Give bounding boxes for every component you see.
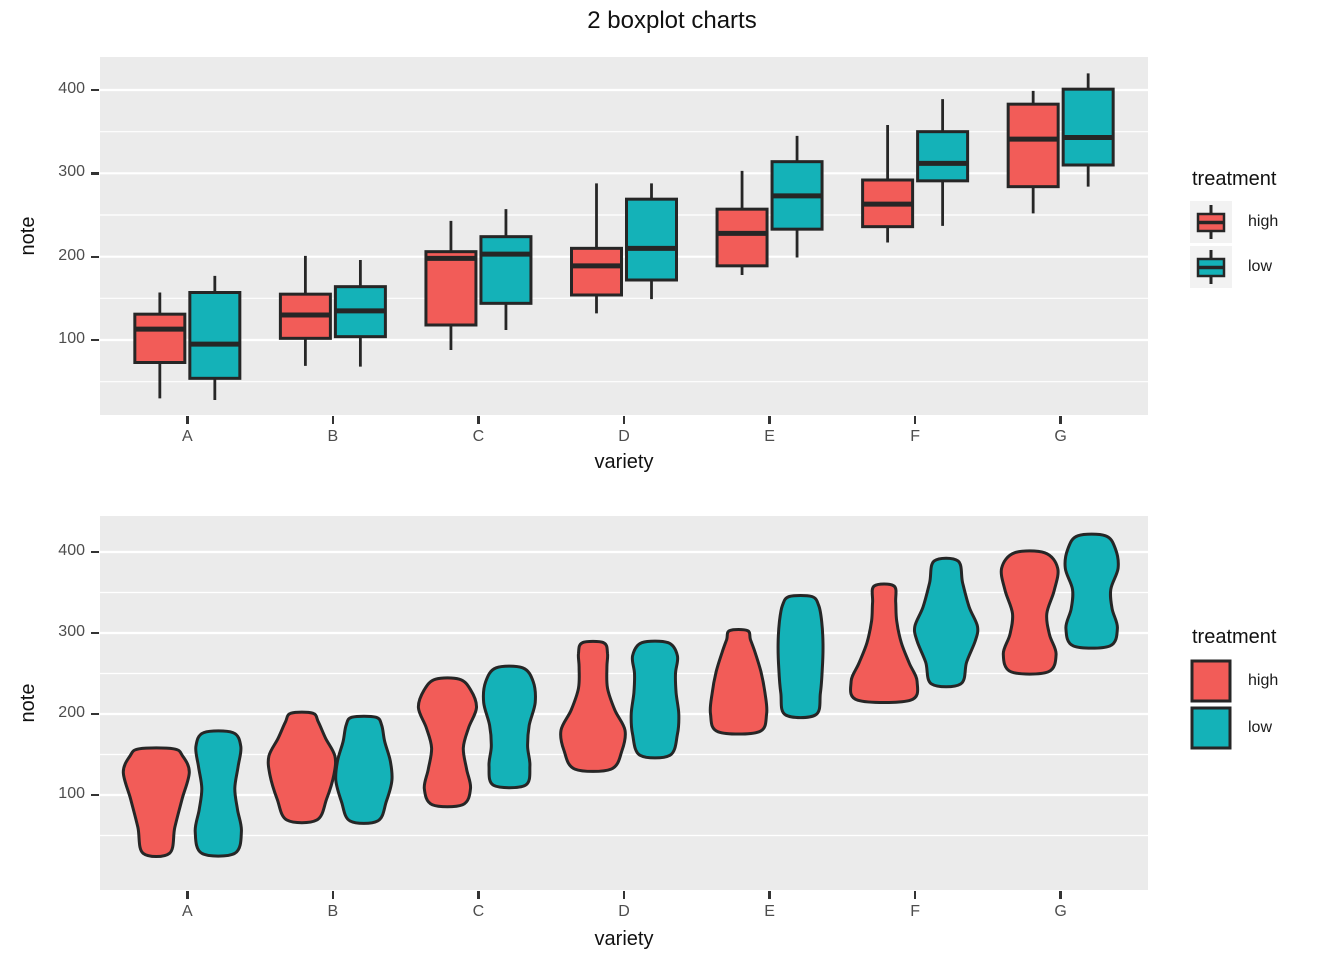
boxplot-key-high-icon bbox=[1190, 201, 1232, 243]
legend-treatment-top: treatment high low bbox=[1190, 168, 1278, 291]
y-tick-mark bbox=[91, 632, 99, 635]
x-tick-label: E bbox=[764, 903, 775, 920]
y-tick-label: 400 bbox=[58, 80, 85, 97]
x-axis-title-bottom: variety bbox=[594, 928, 654, 950]
y-tick-mark bbox=[91, 794, 99, 797]
box-F-high bbox=[861, 125, 915, 243]
x-tick-mark bbox=[913, 416, 917, 424]
box-D-high bbox=[570, 183, 623, 314]
violin-E-low bbox=[776, 593, 825, 720]
x-tick-mark bbox=[477, 891, 480, 899]
violin-B-low bbox=[334, 714, 394, 825]
box-A-low bbox=[188, 275, 242, 400]
violin-F-high bbox=[848, 582, 920, 705]
x-axis-title-top: variety bbox=[594, 451, 654, 473]
x-tick-mark bbox=[622, 891, 626, 899]
x-tick-label: B bbox=[327, 428, 339, 445]
y-tick-mark bbox=[91, 551, 99, 554]
violin-C-high bbox=[416, 676, 479, 809]
legend-item-high: high bbox=[1190, 659, 1278, 703]
x-tick-mark bbox=[477, 416, 480, 424]
x-tick-label: F bbox=[910, 903, 920, 920]
violin-panel bbox=[100, 516, 1148, 890]
x-tick-mark bbox=[622, 416, 626, 424]
chart-title: 2 boxplot charts bbox=[587, 7, 757, 34]
violin-key-low-icon bbox=[1190, 706, 1232, 750]
y-tick-mark bbox=[91, 89, 99, 92]
box-E-low bbox=[770, 135, 824, 258]
x-tick-label: D bbox=[618, 903, 630, 920]
y-tick-mark bbox=[91, 713, 99, 716]
box-B-low bbox=[333, 260, 387, 367]
legend-label-high: high bbox=[1248, 213, 1279, 230]
legend-item-high: high bbox=[1190, 201, 1278, 243]
y-tick-label: 300 bbox=[58, 623, 85, 640]
panel-background bbox=[100, 57, 1148, 415]
legend-label-high: high bbox=[1248, 672, 1279, 689]
x-tick-label: C bbox=[472, 903, 485, 920]
y-tick-label: 100 bbox=[58, 785, 85, 802]
x-tick-mark bbox=[1059, 891, 1062, 899]
x-tick-label: D bbox=[618, 428, 630, 445]
x-tick-label: G bbox=[1054, 428, 1067, 445]
x-tick-label: G bbox=[1054, 903, 1067, 920]
y-tick-label: 200 bbox=[58, 704, 85, 721]
x-tick-mark bbox=[768, 891, 771, 899]
x-tick-label: B bbox=[327, 903, 339, 920]
legend-item-low: low bbox=[1190, 706, 1278, 750]
boxplot-panel bbox=[100, 57, 1148, 415]
x-tick-mark bbox=[1059, 416, 1062, 424]
x-tick-mark bbox=[186, 891, 189, 899]
violin-A-high bbox=[121, 746, 191, 859]
box-F-low bbox=[916, 99, 970, 226]
x-tick-label: F bbox=[910, 428, 920, 445]
x-tick-mark bbox=[331, 891, 335, 899]
y-tick-mark bbox=[91, 255, 99, 259]
legend-treatment-bottom: treatment high low bbox=[1190, 626, 1278, 753]
panel-background bbox=[100, 516, 1148, 890]
y-tick-label: 100 bbox=[58, 330, 85, 347]
legend-label-low: low bbox=[1248, 258, 1273, 275]
legend-label-low: low bbox=[1248, 719, 1273, 736]
box-B-high bbox=[278, 255, 332, 366]
violin-E-high bbox=[708, 627, 769, 736]
x-tick-mark bbox=[186, 416, 189, 424]
box-E-high bbox=[715, 170, 769, 275]
legend-title: treatment bbox=[1192, 626, 1277, 648]
violin-F-low bbox=[912, 556, 980, 689]
x-tick-mark bbox=[768, 416, 771, 424]
legend-item-low: low bbox=[1190, 246, 1278, 288]
y-tick-mark bbox=[91, 339, 99, 342]
boxplot-key-low-icon bbox=[1190, 246, 1232, 288]
violin-D-low bbox=[629, 639, 681, 760]
violin-A-low bbox=[193, 729, 243, 858]
y-tick-label: 200 bbox=[58, 246, 85, 264]
box-G-high bbox=[1006, 90, 1060, 214]
x-tick-mark bbox=[913, 891, 917, 899]
violin-C-low bbox=[481, 664, 537, 790]
x-tick-label: A bbox=[181, 428, 193, 445]
box-A-high bbox=[133, 292, 187, 399]
box-C-high bbox=[424, 220, 478, 350]
y-tick-label: 400 bbox=[58, 542, 85, 559]
violin-D-high bbox=[559, 639, 627, 773]
y-tick-label: 300 bbox=[58, 163, 85, 181]
x-tick-label: C bbox=[472, 428, 485, 445]
x-tick-mark bbox=[331, 416, 335, 424]
x-tick-label: A bbox=[181, 903, 193, 920]
legend-title: treatment bbox=[1192, 168, 1277, 190]
x-tick-label: E bbox=[764, 428, 775, 445]
box-D-low bbox=[625, 183, 678, 300]
box-G-low bbox=[1061, 73, 1115, 187]
violin-key-high-icon bbox=[1190, 659, 1232, 703]
y-axis-title-top: note bbox=[17, 216, 39, 256]
box-C-low bbox=[479, 209, 533, 330]
violin-G-high bbox=[999, 549, 1060, 676]
y-tick-mark bbox=[91, 172, 99, 175]
violin-G-low bbox=[1063, 532, 1120, 650]
